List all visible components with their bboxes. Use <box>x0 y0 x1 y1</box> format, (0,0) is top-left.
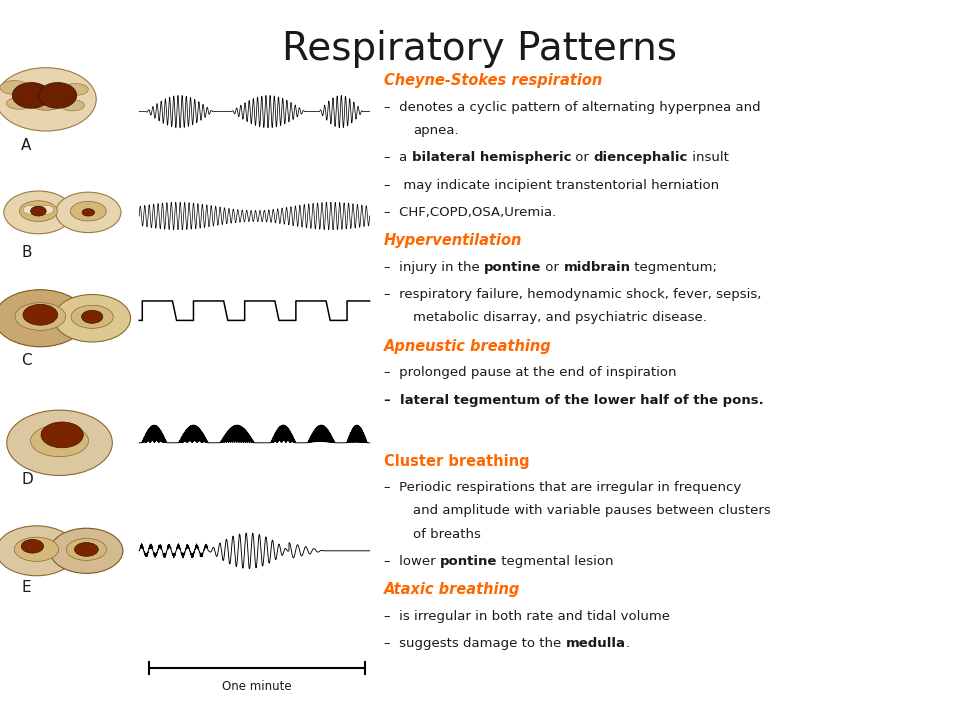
Text: –  lower: – lower <box>384 555 440 568</box>
Ellipse shape <box>7 97 33 109</box>
Ellipse shape <box>0 289 86 347</box>
Text: A: A <box>21 138 32 153</box>
Text: Hyperventilation: Hyperventilation <box>384 233 522 248</box>
Ellipse shape <box>71 305 113 328</box>
Ellipse shape <box>60 100 84 111</box>
Text: insult: insult <box>687 151 729 164</box>
Text: Ataxic breathing: Ataxic breathing <box>384 582 520 598</box>
Ellipse shape <box>75 543 98 557</box>
Text: Cluster breathing: Cluster breathing <box>384 454 530 469</box>
Text: of breaths: of breaths <box>413 528 481 541</box>
Text: and amplitude with variable pauses between clusters: and amplitude with variable pauses betwe… <box>413 505 771 518</box>
Ellipse shape <box>28 92 64 110</box>
Text: –  denotes a cyclic pattern of alternating hyperpnea and: – denotes a cyclic pattern of alternatin… <box>384 101 760 114</box>
Text: –  Periodic respirations that are irregular in frequency: – Periodic respirations that are irregul… <box>384 481 741 494</box>
Text: or: or <box>571 151 593 164</box>
Text: Apneustic breathing: Apneustic breathing <box>384 339 552 354</box>
Text: diencephalic: diencephalic <box>593 151 687 164</box>
Text: tegmental lesion: tegmental lesion <box>497 555 613 568</box>
Text: –   may indicate incipient transtentorial herniation: – may indicate incipient transtentorial … <box>384 179 719 192</box>
Ellipse shape <box>19 201 58 222</box>
Text: –  lateral tegmentum of the lower half of the pons.: – lateral tegmentum of the lower half of… <box>384 394 764 407</box>
Text: –  CHF,COPD,OSA,Uremia.: – CHF,COPD,OSA,Uremia. <box>384 206 556 219</box>
Text: pontine: pontine <box>440 555 497 568</box>
Text: E: E <box>21 580 31 595</box>
Text: pontine: pontine <box>484 261 541 274</box>
Ellipse shape <box>12 83 50 108</box>
Ellipse shape <box>0 81 29 94</box>
Text: .: . <box>626 637 630 650</box>
Text: –  injury in the: – injury in the <box>384 261 484 274</box>
Ellipse shape <box>41 422 84 448</box>
Text: medulla: medulla <box>565 637 626 650</box>
Text: apnea.: apnea. <box>413 124 459 137</box>
Text: –  a: – a <box>384 151 412 164</box>
Ellipse shape <box>31 425 88 456</box>
Text: C: C <box>21 353 32 368</box>
Ellipse shape <box>7 410 112 475</box>
Text: tegmentum;: tegmentum; <box>631 261 717 274</box>
Ellipse shape <box>82 310 103 323</box>
Ellipse shape <box>31 206 46 216</box>
Ellipse shape <box>66 539 107 560</box>
Text: –  respiratory failure, hemodynamic shock, fever, sepsis,: – respiratory failure, hemodynamic shock… <box>384 288 761 301</box>
Text: or: or <box>541 261 564 274</box>
Ellipse shape <box>14 537 59 562</box>
Ellipse shape <box>83 209 94 216</box>
Ellipse shape <box>4 191 73 234</box>
Ellipse shape <box>21 539 43 553</box>
Text: –  suggests damage to the: – suggests damage to the <box>384 637 565 650</box>
Ellipse shape <box>23 305 58 325</box>
Ellipse shape <box>61 84 88 96</box>
Ellipse shape <box>38 205 54 215</box>
Ellipse shape <box>56 192 121 233</box>
Text: bilateral hemispheric: bilateral hemispheric <box>412 151 571 164</box>
Ellipse shape <box>23 205 38 215</box>
Ellipse shape <box>15 302 65 330</box>
Ellipse shape <box>38 83 77 108</box>
Ellipse shape <box>50 528 123 573</box>
Text: B: B <box>21 245 32 260</box>
Text: –  prolonged pause at the end of inspiration: – prolonged pause at the end of inspirat… <box>384 366 677 379</box>
Ellipse shape <box>0 526 77 576</box>
Text: Cheyne-Stokes respiration: Cheyne-Stokes respiration <box>384 73 602 89</box>
Text: One minute: One minute <box>222 680 292 693</box>
Ellipse shape <box>54 294 131 342</box>
Text: –  is irregular in both rate and tidal volume: – is irregular in both rate and tidal vo… <box>384 610 670 623</box>
Text: metabolic disarray, and psychiatric disease.: metabolic disarray, and psychiatric dise… <box>413 312 707 325</box>
Ellipse shape <box>0 68 96 131</box>
Text: Respiratory Patterns: Respiratory Patterns <box>282 30 678 68</box>
Text: midbrain: midbrain <box>564 261 631 274</box>
Ellipse shape <box>70 202 107 221</box>
Text: D: D <box>21 472 33 487</box>
